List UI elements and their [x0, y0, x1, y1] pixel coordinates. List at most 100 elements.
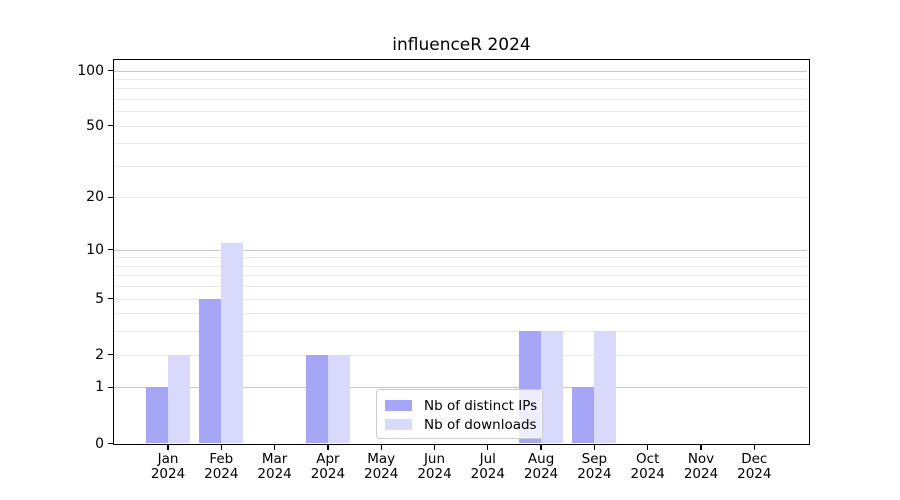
bar-downloads [541, 331, 564, 444]
gridline-minor [114, 286, 807, 288]
y-tick-mark [108, 297, 113, 300]
x-tick-label: Nov 2024 [671, 452, 731, 482]
gridline-minor [114, 331, 807, 333]
y-tick-mark [108, 354, 113, 356]
bar-distinct-ips [199, 298, 222, 444]
x-tick-year: 2024 [364, 466, 399, 482]
x-tick-label: Aug 2024 [511, 452, 571, 482]
x-tick-mark [753, 444, 755, 450]
legend-swatch-distinct-ips [385, 400, 412, 411]
x-tick-year: 2024 [204, 466, 239, 482]
x-tick-mark [273, 444, 276, 450]
y-tick-label: 5 [95, 290, 104, 307]
bar-downloads [221, 242, 244, 444]
x-tick-mark [647, 444, 649, 450]
legend-item-downloads: Nb of downloads [385, 415, 537, 434]
x-tick-label: Mar 2024 [245, 452, 305, 482]
gridline-minor [114, 354, 807, 356]
gridline-minor [114, 313, 807, 315]
y-tick-mark [108, 442, 113, 445]
y-tick-label: 0 [95, 435, 104, 452]
bar-distinct-ips [305, 354, 328, 444]
x-tick-label: Jun 2024 [405, 452, 465, 482]
x-tick-label: Sep 2024 [564, 452, 624, 482]
legend-swatch-downloads [385, 419, 412, 430]
x-tick-month: Aug [527, 451, 555, 467]
x-tick-month: May [367, 451, 396, 467]
bar-downloads [168, 354, 190, 444]
y-tick-mark [108, 248, 113, 251]
x-tick-month: Dec [741, 451, 768, 467]
x-tick-year: 2024 [630, 466, 665, 482]
legend: Nb of distinct IPs Nb of downloads [376, 389, 543, 439]
x-tick-year: 2024 [523, 466, 559, 482]
x-tick-year: 2024 [577, 466, 612, 482]
x-tick-mark [380, 444, 382, 450]
gridline-minor [114, 197, 807, 199]
x-tick-label: May 2024 [351, 452, 411, 482]
x-tick-month: Mar [261, 451, 288, 467]
bar-downloads [327, 354, 350, 444]
x-tick-year: 2024 [737, 466, 772, 482]
x-tick-month: Nov [687, 451, 715, 467]
x-tick-month: Apr [316, 451, 340, 467]
x-tick-label: Jul 2024 [458, 452, 518, 482]
gridline-minor [114, 298, 807, 300]
x-tick-mark [487, 444, 489, 450]
y-tick-label: 10 [86, 241, 104, 258]
x-tick-label: Dec 2024 [724, 452, 784, 482]
gridline-major [114, 70, 807, 72]
gridline-major [114, 387, 807, 389]
x-tick-month: Oct [636, 451, 660, 467]
y-tick-label: 2 [95, 346, 104, 363]
x-tick-mark [220, 444, 222, 450]
gridline-minor [114, 125, 807, 127]
legend-label-distinct-ips: Nb of distinct IPs [424, 397, 538, 414]
x-tick-year: 2024 [417, 466, 452, 482]
legend-item-distinct-ips: Nb of distinct IPs [385, 396, 538, 415]
x-tick-year: 2024 [683, 466, 719, 482]
y-tick-label: 1 [95, 379, 104, 396]
gridline-minor [114, 275, 807, 277]
gridline-minor [114, 78, 807, 80]
gridline-minor [114, 257, 807, 259]
x-tick-mark [540, 444, 542, 450]
y-tick-label: 100 [77, 62, 104, 79]
x-tick-year: 2024 [470, 466, 505, 482]
x-tick-mark [593, 444, 596, 450]
y-tick-label: 20 [86, 189, 104, 206]
bar-downloads [594, 331, 617, 444]
legend-label-downloads: Nb of downloads [424, 416, 537, 433]
x-tick-mark [327, 444, 329, 450]
bar-distinct-ips [572, 387, 595, 444]
x-tick-label: Oct 2024 [618, 452, 678, 482]
y-tick-label: 50 [86, 117, 104, 134]
gridline-minor [114, 265, 807, 267]
gridline-minor [114, 165, 807, 167]
x-tick-label: Apr 2024 [298, 452, 358, 482]
x-tick-mark [433, 444, 436, 450]
chart-title: influenceR 2024 [392, 35, 531, 55]
bar-distinct-ips [146, 387, 168, 444]
x-tick-year: 2024 [257, 466, 292, 482]
x-tick-month: Feb [209, 451, 234, 467]
gridline-minor [114, 88, 807, 90]
x-tick-month: Jul [479, 451, 496, 467]
x-tick-label: Feb 2024 [191, 452, 251, 482]
x-tick-mark [167, 444, 169, 450]
y-tick-mark [108, 69, 113, 72]
x-tick-month: Jan [157, 451, 179, 467]
gridline-minor [114, 111, 807, 113]
x-tick-month: Sep [581, 451, 608, 467]
gridline-major [114, 249, 807, 251]
x-tick-year: 2024 [150, 466, 186, 482]
x-tick-mark [700, 444, 702, 450]
x-tick-year: 2024 [310, 466, 346, 482]
x-tick-month: Jun [423, 451, 446, 467]
x-tick-label: Jan 2024 [138, 452, 198, 482]
y-tick-mark [108, 196, 113, 199]
y-tick-mark [108, 386, 113, 389]
y-tick-mark [108, 125, 113, 127]
gridline-minor [114, 98, 807, 100]
